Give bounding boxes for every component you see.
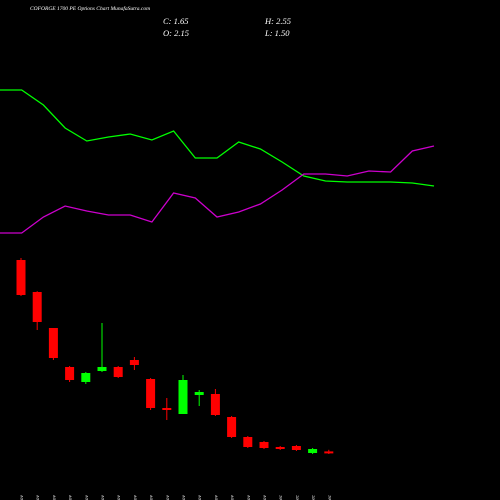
- candle-body: [194, 392, 204, 395]
- x-tick-label: 10 Nov: [35, 494, 41, 500]
- candle-body: [81, 373, 91, 382]
- x-tick-label: 04 Dec: [326, 494, 333, 500]
- x-tick-label: 26 Nov: [230, 494, 236, 500]
- candle-body: [162, 408, 172, 410]
- candle-body: [308, 449, 318, 453]
- candle-body: [291, 446, 301, 450]
- candle-body: [16, 260, 26, 295]
- candle-body: [227, 417, 237, 437]
- candle-body: [178, 380, 188, 414]
- x-tick-label: 19 Nov: [149, 494, 155, 500]
- x-tick-label: 17 Nov: [116, 494, 122, 500]
- chart-title: COFORGE 1700 PE Options Chart MunafaSutr…: [30, 5, 150, 12]
- candle-body: [48, 328, 58, 358]
- x-tick-label: 11 Nov: [51, 494, 57, 500]
- high-label: H: 2.55: [264, 16, 291, 26]
- candle-body: [113, 367, 123, 377]
- candle-body: [259, 442, 269, 448]
- close-label: C: 1.65: [163, 16, 189, 26]
- x-tick-label: 02 Dec: [294, 494, 300, 500]
- candle-body: [243, 437, 253, 447]
- candle-body: [324, 451, 334, 454]
- x-tick-label: 03 Dec: [311, 494, 317, 500]
- candle-body: [275, 447, 285, 449]
- x-tick-label: 07 Nov: [19, 494, 25, 500]
- candle-body: [146, 379, 156, 408]
- x-tick-label: 27 Nov: [246, 494, 252, 500]
- candle-body: [32, 292, 42, 322]
- x-tick-label: 24 Nov: [196, 494, 203, 500]
- x-tick-label: 13 Nov: [84, 494, 90, 500]
- x-tick-label: 01 Dec: [278, 494, 284, 500]
- open-label: O: 2.15: [163, 28, 189, 38]
- candle-body: [97, 367, 107, 371]
- x-tick-label: 28 Nov: [262, 494, 268, 500]
- candle-body: [65, 367, 75, 380]
- x-tick-label: 18 Nov: [132, 494, 138, 500]
- x-tick-label: 12 Nov: [68, 494, 74, 500]
- indicator-line: [0, 145, 435, 234]
- candle-body: [210, 394, 220, 415]
- x-tick-label: 21 Nov: [181, 494, 187, 500]
- x-tick-label: 20 Nov: [165, 494, 171, 500]
- x-tick-label: 25 Nov: [213, 494, 219, 500]
- indicator-line: [0, 89, 435, 187]
- x-tick-label: 14 Nov: [99, 494, 106, 500]
- candle-body: [129, 360, 139, 365]
- low-label: L: 1.50: [264, 28, 290, 38]
